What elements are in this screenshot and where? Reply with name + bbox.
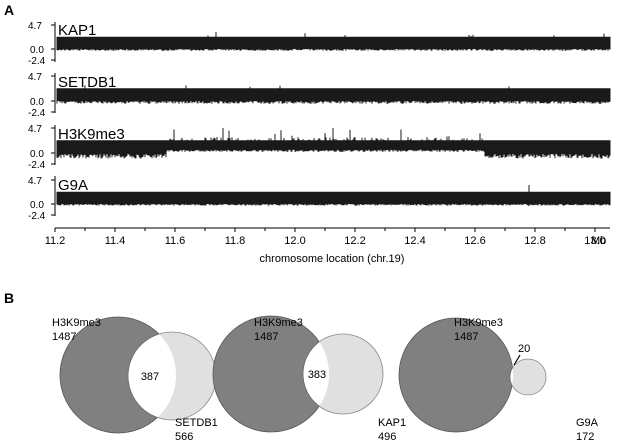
track-label-g9a: G9A	[58, 177, 88, 194]
x-tick-label: 12.4	[404, 235, 425, 247]
track-label-kap1: KAP1	[58, 22, 96, 39]
signal-g9a	[56, 185, 611, 206]
y-tick-label: 4.7	[28, 21, 42, 32]
track-kap1: 4.7 0.0 -2.4 KAP1	[28, 21, 611, 67]
x-axis: 11.2 11.4 11.6 11.8 12.0 12.2 12.4 12.6 12.8 13.0…	[45, 227, 610, 265]
y-tick-label: 0.0	[30, 45, 44, 56]
venn-circle-g9a	[509, 358, 547, 396]
signal-setdb1	[56, 85, 611, 104]
track-label-setdb1: SETDB1	[58, 74, 116, 91]
venn-a-name: H3K9me3	[254, 317, 303, 329]
track-label-h3k9me3: H3K9me3	[58, 126, 125, 143]
venn-b-name: G9A	[576, 417, 599, 429]
y-tick-label: 0.0	[30, 200, 44, 211]
venn-setdb1: H3K9me3 1487 387 SETDB1 566	[52, 316, 218, 443]
venn-overlap-count: 387	[141, 371, 159, 383]
x-tick-label: 11.8	[225, 235, 246, 247]
y-tick-label: 4.7	[28, 176, 42, 187]
venn-g9a: H3K9me3 1487 20 G9A 172	[398, 317, 599, 443]
venn-overlap-pointer	[513, 354, 521, 366]
y-tick-label: 0.0	[30, 149, 44, 160]
x-tick-label: 12.8	[524, 235, 545, 247]
track-g9a: 4.7 0.0 -2.4 G9A	[28, 176, 611, 222]
y-tick-label: -2.4	[28, 211, 46, 222]
y-tick-label: -2.4	[28, 160, 46, 171]
signal-kap1	[56, 31, 611, 51]
venn-kap1: H3K9me3 1487 383 KAP1 496	[212, 315, 406, 443]
venn-overlap-count: 20	[518, 343, 530, 355]
x-tick-label: 11.2	[45, 235, 66, 247]
x-tick-label: 12.6	[464, 235, 485, 247]
venn-a-count: 1487	[454, 331, 478, 343]
y-tick-label: 0.0	[30, 97, 44, 108]
y-tick-label: 4.7	[28, 72, 42, 83]
x-tick-label: 11.4	[105, 235, 126, 247]
x-unit-label: Mb	[591, 235, 606, 247]
venn-b-count: 566	[175, 431, 193, 443]
venn-overlap-count: 383	[308, 369, 326, 381]
x-tick-label: 11.6	[165, 235, 186, 247]
y-tick-label: 4.7	[28, 124, 42, 135]
track-setdb1: 4.7 0.0 -2.4 SETDB1	[28, 72, 611, 119]
venn-b-name: KAP1	[378, 417, 406, 429]
y-tick-label: -2.4	[28, 108, 46, 119]
x-tick-label: 13.0	[584, 235, 605, 247]
venn-b-count: 496	[378, 431, 396, 443]
panel-a-letter: A	[4, 2, 14, 18]
x-tick-label: 12.0	[284, 235, 305, 247]
venn-a-count: 1487	[52, 331, 76, 343]
venn-overlap	[509, 358, 513, 396]
x-tick-label: 12.2	[344, 235, 365, 247]
venn-overlap	[302, 333, 329, 415]
signal-tracks: 4.7 0.0 -2.4 KAP1 4.7 0.0 -2.4 SETDB1 4.…	[28, 21, 611, 222]
signal-h3k9me3	[56, 128, 611, 159]
venn-a-count: 1487	[254, 331, 278, 343]
venn-a-name: H3K9me3	[454, 317, 503, 329]
venn-b-count: 172	[576, 431, 594, 443]
venn-b-name: SETDB1	[175, 417, 218, 429]
venn-a-name: H3K9me3	[52, 317, 101, 329]
y-tick-label: -2.4	[28, 56, 46, 67]
x-axis-title: chromosome location (chr.19)	[260, 253, 405, 265]
track-h3k9me3: 4.7 0.0 -2.4 H3K9me3	[28, 124, 611, 171]
panel-b-letter: B	[4, 290, 14, 306]
